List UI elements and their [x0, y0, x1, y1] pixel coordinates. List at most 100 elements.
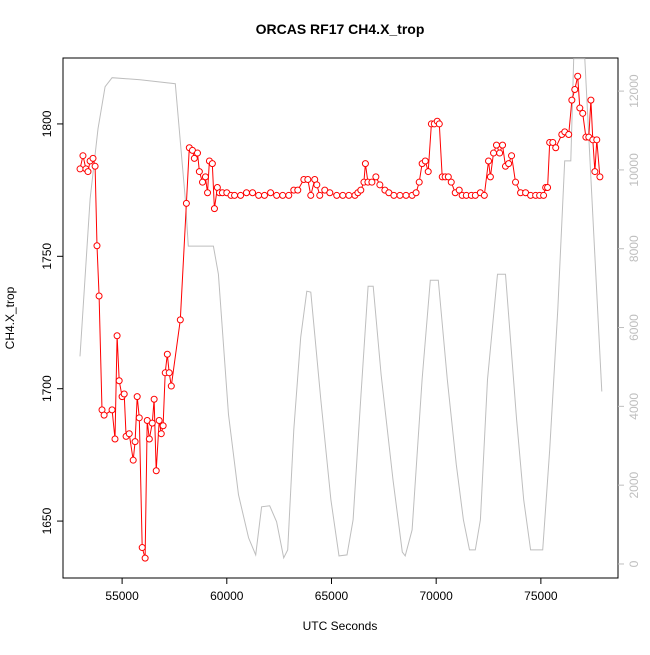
data-point: [190, 154, 198, 162]
data-point: [76, 165, 84, 173]
y2-tick-label: 12000: [627, 74, 641, 108]
data-point: [157, 430, 165, 438]
data-point: [165, 369, 173, 377]
data-point: [372, 173, 380, 181]
plot-frame: [62, 57, 619, 579]
data-point: [326, 189, 334, 197]
data-point: [571, 86, 579, 94]
data-point: [100, 411, 108, 419]
data-point: [568, 96, 576, 104]
data-point: [579, 109, 587, 117]
y2-tick-label: 0: [627, 560, 641, 567]
data-point: [201, 173, 209, 181]
data-point: [260, 191, 268, 199]
y2-tick-label: 2000: [627, 471, 641, 498]
data-point: [544, 183, 552, 191]
data-point: [138, 544, 146, 552]
data-point: [237, 191, 245, 199]
data-point: [84, 168, 92, 176]
data-point: [115, 377, 123, 385]
data-point: [492, 141, 500, 149]
data-point: [167, 382, 175, 390]
data-point: [304, 176, 312, 184]
data-point: [113, 332, 121, 340]
data-point: [402, 191, 410, 199]
data-point: [79, 152, 87, 160]
x-tick-label: 75000: [524, 589, 558, 603]
data-point: [540, 191, 548, 199]
data-point: [496, 149, 504, 157]
y-axis-label: CH4.X_trop: [3, 286, 17, 349]
data-point: [249, 189, 257, 197]
data-point: [131, 438, 139, 446]
data-point: [108, 406, 116, 414]
data-point: [345, 191, 353, 199]
data-point: [593, 136, 601, 144]
data-point: [159, 422, 167, 430]
data-point: [574, 72, 582, 80]
data-point: [231, 191, 239, 199]
data-point: [163, 350, 171, 358]
data-point: [421, 157, 429, 165]
data-point: [480, 191, 488, 199]
data-point: [444, 173, 452, 181]
data-point: [125, 430, 133, 438]
data-point: [120, 390, 128, 398]
data-point: [576, 104, 584, 112]
x-axis-label: UTC Seconds: [303, 619, 378, 633]
data-point: [285, 191, 293, 199]
data-point: [111, 435, 119, 443]
data-point: [267, 189, 275, 197]
data-point: [155, 416, 163, 424]
data-point: [508, 152, 516, 160]
data-point: [89, 154, 97, 162]
data-point: [376, 181, 384, 189]
data-point: [152, 467, 160, 475]
data-point: [273, 191, 281, 199]
data-point: [208, 160, 216, 168]
data-point: [145, 435, 153, 443]
data-point: [333, 191, 341, 199]
data-point: [204, 189, 212, 197]
data-point: [91, 162, 99, 170]
data-point: [486, 173, 494, 181]
plot-area: [76, 58, 604, 562]
data-point: [549, 138, 557, 146]
data-point: [193, 149, 201, 157]
data-point: [596, 173, 604, 181]
data-point: [435, 120, 443, 128]
data-point: [93, 242, 101, 250]
y2-tick-label: 8000: [627, 235, 641, 262]
data-point: [148, 419, 156, 427]
data-point: [505, 160, 513, 168]
data-point: [242, 189, 250, 197]
data-point: [182, 199, 190, 207]
y2-tick-label: 10000: [627, 153, 641, 187]
data-point: [150, 395, 158, 403]
x-tick-label: 55000: [105, 589, 139, 603]
data-point: [339, 191, 347, 199]
x-tick-label: 60000: [210, 589, 244, 603]
x-tick-label: 70000: [419, 589, 453, 603]
data-point: [141, 554, 149, 562]
y-tick-label: 1700: [40, 375, 54, 402]
data-point: [279, 191, 287, 199]
data-point: [210, 205, 218, 213]
data-point: [552, 144, 560, 152]
data-point: [368, 178, 376, 186]
chart-title: ORCAS RF17 CH4.X_trop: [256, 21, 425, 37]
data-point: [307, 191, 315, 199]
data-point: [412, 189, 420, 197]
data-point: [129, 456, 137, 464]
data-point: [316, 191, 324, 199]
data-point: [415, 178, 423, 186]
x-tick-label: 65000: [315, 589, 349, 603]
data-point: [176, 316, 184, 324]
data-point: [512, 178, 520, 186]
data-point: [485, 157, 493, 165]
data-point: [195, 168, 203, 176]
data-point: [313, 181, 321, 189]
data-point: [591, 168, 599, 176]
data-point: [396, 191, 404, 199]
